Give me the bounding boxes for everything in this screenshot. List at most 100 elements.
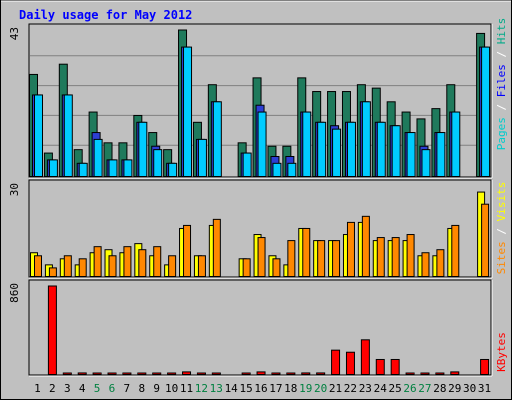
x-tick-label: 25 bbox=[389, 382, 402, 395]
bar-pages-day-25 bbox=[391, 125, 401, 177]
legend-label-files: Files bbox=[495, 64, 508, 97]
bar-sites-day-22 bbox=[346, 221, 355, 277]
bar-pages-day-29 bbox=[451, 111, 461, 177]
bar-pages-day-1 bbox=[34, 94, 43, 177]
bar-kbytes-day-9 bbox=[152, 372, 162, 375]
bar-pages-day-16 bbox=[257, 111, 267, 177]
y-max-label: 43 bbox=[8, 27, 21, 40]
panel-top: 43 bbox=[8, 23, 493, 179]
bar-pages-day-3 bbox=[63, 94, 73, 177]
x-tick-label: 22 bbox=[344, 382, 357, 395]
bar-sites-day-26 bbox=[406, 234, 415, 278]
bar-sites-day-17 bbox=[272, 258, 281, 277]
bar-pages-day-4 bbox=[78, 162, 88, 177]
x-tick-label: 19 bbox=[299, 382, 312, 395]
chart-title: Daily usage for May 2012 bbox=[19, 8, 192, 22]
bar-kbytes-day-31 bbox=[480, 358, 490, 376]
bar-kbytes-day-24 bbox=[375, 358, 385, 376]
x-tick-label: 21 bbox=[329, 382, 342, 395]
bar-kbytes-day-27 bbox=[420, 372, 430, 375]
bar-kbytes-day-11 bbox=[182, 371, 192, 376]
chart-panels: 43 30 860 bbox=[8, 23, 493, 377]
bar-kbytes-day-3 bbox=[62, 372, 72, 375]
x-tick-label: 26 bbox=[403, 382, 416, 395]
x-tick-label: 12 bbox=[195, 382, 208, 395]
bar-kbytes-day-12 bbox=[196, 372, 206, 375]
panel-bottom: 860 bbox=[8, 279, 493, 377]
bar-kbytes-day-5 bbox=[92, 372, 102, 375]
legend-label-hits: Hits bbox=[495, 18, 508, 45]
x-tick-label: 13 bbox=[210, 382, 223, 395]
bar-sites-day-16 bbox=[257, 237, 266, 277]
bar-pages-day-20 bbox=[317, 121, 327, 177]
bar-kbytes-day-28 bbox=[435, 372, 445, 375]
bar-sites-day-27 bbox=[421, 252, 430, 278]
bar-pages-day-8 bbox=[138, 121, 148, 177]
y-max-label: 30 bbox=[8, 183, 21, 196]
x-tick-label: 5 bbox=[94, 382, 101, 395]
bar-pages-day-22 bbox=[346, 121, 356, 177]
x-tick-label: 24 bbox=[374, 382, 388, 395]
bar-kbytes-day-20 bbox=[316, 372, 326, 376]
bar-pages-day-17 bbox=[272, 162, 282, 177]
bar-pages-day-28 bbox=[436, 132, 446, 177]
bar-kbytes-day-13 bbox=[211, 372, 221, 375]
bar-kbytes-day-21 bbox=[331, 349, 341, 375]
bar-pages-day-23 bbox=[361, 101, 371, 177]
x-tick-label: 15 bbox=[239, 382, 252, 395]
bar-kbytes-day-26 bbox=[405, 372, 415, 375]
bar-kbytes-day-22 bbox=[345, 351, 355, 375]
bar-sites-day-29 bbox=[451, 224, 460, 277]
bar-sites-day-5 bbox=[93, 246, 102, 278]
x-tick-label: 6 bbox=[109, 382, 116, 395]
bar-pages-day-26 bbox=[406, 132, 416, 177]
x-tick-label: 17 bbox=[269, 382, 282, 395]
legend-bottom: KBytes bbox=[495, 332, 508, 372]
bar-sites-day-7 bbox=[123, 246, 132, 278]
bar-sites-day-6 bbox=[108, 255, 117, 277]
bar-pages-day-11 bbox=[183, 46, 193, 178]
bar-kbytes-day-4 bbox=[77, 372, 87, 376]
bar-sites-day-4 bbox=[78, 258, 87, 277]
x-tick-label: 8 bbox=[138, 382, 145, 395]
bar-sites-day-19 bbox=[302, 227, 311, 277]
bar-kbytes-day-6 bbox=[107, 372, 117, 375]
x-tick-label: 31 bbox=[478, 382, 491, 395]
bar-pages-day-21 bbox=[332, 128, 342, 178]
bar-kbytes-day-16 bbox=[256, 371, 266, 376]
legend-label-sites: Sites bbox=[495, 241, 508, 274]
x-tick-label: 27 bbox=[418, 382, 431, 395]
bar-kbytes-day-18 bbox=[286, 372, 296, 375]
bar-sites-day-3 bbox=[63, 255, 72, 277]
bar-pages-day-10 bbox=[168, 162, 178, 177]
bar-pages-day-2 bbox=[48, 159, 58, 178]
bar-kbytes-day-19 bbox=[301, 372, 311, 376]
bar-pages-day-6 bbox=[108, 159, 118, 178]
bar-sites-day-23 bbox=[361, 215, 370, 277]
bar-sites-day-21 bbox=[332, 240, 341, 278]
x-tick-label: 11 bbox=[180, 382, 193, 395]
bar-kbytes-day-17 bbox=[271, 372, 281, 375]
x-tick-label: 7 bbox=[124, 382, 131, 395]
bar-kbytes-day-8 bbox=[137, 372, 147, 375]
x-axis-labels: 1 2 3 4 5 6 7 8 9 10 11 12 13 14 15 16 17 18 19 20 21 22 23 24 2… bbox=[34, 382, 491, 395]
y-max-label: 860 bbox=[8, 283, 21, 303]
bar-kbytes-day-7 bbox=[122, 372, 132, 375]
x-tick-label: 10 bbox=[165, 382, 178, 395]
x-tick-label: 4 bbox=[79, 382, 86, 395]
bar-sites-day-31 bbox=[481, 203, 490, 277]
panel-mid: 30 bbox=[8, 179, 493, 279]
bar-pages-day-13 bbox=[212, 101, 222, 177]
bar-sites-day-13 bbox=[212, 218, 221, 278]
x-tick-label: 30 bbox=[463, 382, 476, 395]
bar-pages-day-27 bbox=[421, 149, 431, 178]
bar-pages-day-19 bbox=[302, 111, 312, 177]
x-tick-label: 16 bbox=[254, 382, 267, 395]
x-tick-label: 3 bbox=[64, 382, 71, 395]
x-tick-label: 14 bbox=[225, 382, 239, 395]
bar-sites-day-18 bbox=[287, 240, 296, 278]
bar-kbytes-day-2 bbox=[47, 285, 57, 375]
bar-pages-day-18 bbox=[287, 162, 297, 177]
bar-pages-day-12 bbox=[197, 138, 207, 178]
